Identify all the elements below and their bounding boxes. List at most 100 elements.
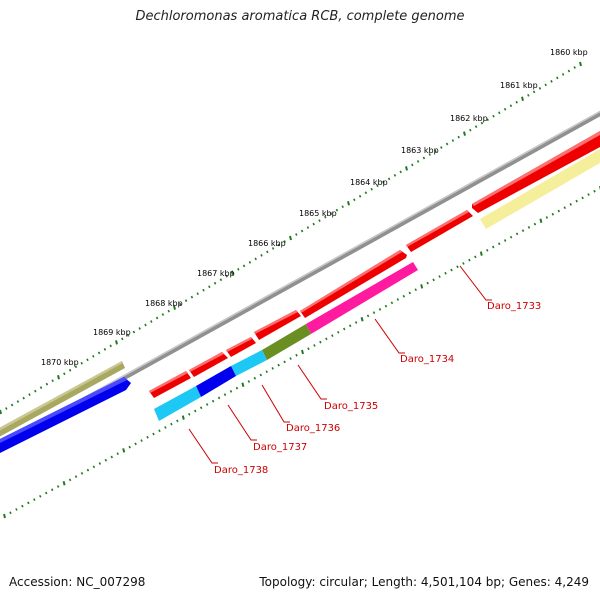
ruler-tick bbox=[301, 349, 304, 355]
ruler-tick bbox=[103, 348, 107, 351]
gene-label-daro-1738[interactable]: Daro_1738 bbox=[214, 465, 268, 476]
gene-label-daro-1735[interactable]: Daro_1735 bbox=[324, 401, 378, 412]
gene-label-daro-1734[interactable]: Daro_1734 bbox=[400, 354, 454, 365]
ruler-tick bbox=[39, 386, 43, 389]
ruler-label-1865: 1865 kbp bbox=[299, 209, 337, 218]
ruler-tick bbox=[34, 389, 37, 393]
ruler-tick bbox=[390, 301, 394, 305]
ruler-tick bbox=[21, 504, 24, 508]
ruler-tick bbox=[144, 323, 147, 327]
ruler-tick bbox=[521, 229, 525, 232]
ruler-tick bbox=[247, 380, 251, 383]
ruler-tick bbox=[307, 347, 310, 351]
ruler-tick bbox=[509, 104, 513, 108]
ruler-tick bbox=[416, 160, 420, 163]
ruler-tick bbox=[405, 166, 408, 171]
gene-daro-1736-bar bbox=[231, 350, 267, 376]
ruler-tick bbox=[132, 330, 136, 334]
ruler-tick bbox=[260, 254, 263, 257]
ruler-tick bbox=[567, 69, 571, 73]
ruler-tick bbox=[104, 458, 108, 462]
gene-label-daro-1737[interactable]: Daro_1737 bbox=[253, 442, 307, 453]
ruler-label-1861: 1861 kbp bbox=[500, 81, 538, 90]
ruler-tick bbox=[126, 334, 130, 337]
ruler-tick bbox=[116, 452, 119, 456]
ruler-tick bbox=[378, 308, 382, 311]
gene-arrow-red-3 bbox=[300, 250, 407, 318]
gene-daro-1737-bar bbox=[196, 366, 236, 397]
ruler-tick bbox=[155, 316, 159, 320]
ruler-tick bbox=[492, 245, 495, 249]
ruler-tick bbox=[271, 247, 275, 250]
ruler-tick bbox=[45, 382, 49, 386]
ruler-tick bbox=[480, 121, 484, 125]
ruler-tick bbox=[5, 407, 8, 410]
ruler-tick bbox=[235, 386, 239, 390]
ruler-tick bbox=[515, 100, 518, 104]
ruler-tick bbox=[121, 337, 124, 341]
ruler-tick bbox=[170, 422, 173, 426]
left-blue-bar-highlight bbox=[0, 377, 127, 444]
ruler-tick bbox=[259, 373, 262, 377]
ruler-tick bbox=[318, 219, 321, 222]
ruler-tick bbox=[550, 80, 553, 83]
ruler-tick bbox=[51, 379, 54, 383]
ruler-label-1866: 1866 kbp bbox=[248, 239, 286, 248]
ruler-tick bbox=[33, 498, 36, 501]
ruler-tick bbox=[158, 429, 161, 433]
ruler-tick bbox=[587, 193, 590, 196]
gene-daro-1738-bar bbox=[154, 386, 201, 421]
ruler-tick bbox=[563, 206, 566, 210]
ruler-tick bbox=[283, 240, 286, 243]
ruler-tick bbox=[337, 330, 340, 334]
ruler-tick bbox=[208, 285, 211, 289]
ruler-tick bbox=[532, 90, 536, 94]
ruler-tick bbox=[242, 264, 246, 268]
ruler-tick bbox=[109, 344, 112, 348]
gene-arrow-red-6-hl bbox=[189, 352, 224, 372]
ruler-tick bbox=[196, 292, 199, 296]
ruler-tick bbox=[16, 400, 20, 403]
ruler-tick bbox=[364, 191, 368, 195]
ruler-tick bbox=[74, 475, 78, 478]
ruler-tick bbox=[561, 73, 565, 76]
ruler-tick bbox=[219, 278, 223, 282]
ruler-tick bbox=[15, 508, 18, 511]
ruler-tick bbox=[202, 288, 205, 292]
gene-label-daro-1733[interactable]: Daro_1733 bbox=[487, 301, 541, 312]
ruler-tick bbox=[80, 361, 83, 365]
ruler-tick bbox=[176, 419, 179, 423]
ruler-tick bbox=[110, 455, 113, 459]
ruler-tick bbox=[266, 250, 269, 254]
gene-arrow-red-4 bbox=[254, 310, 301, 340]
ruler-tick bbox=[150, 320, 153, 323]
ruler-tick bbox=[474, 125, 478, 128]
ruler-tick bbox=[440, 146, 443, 149]
ruler-tick bbox=[92, 354, 95, 358]
ruler-tick bbox=[545, 216, 549, 219]
ruler-tick bbox=[28, 393, 31, 396]
ruler-tick bbox=[241, 382, 245, 388]
ruler-label-1863: 1863 kbp bbox=[401, 146, 439, 155]
ruler-tick bbox=[179, 302, 182, 306]
ruler-tick bbox=[372, 311, 376, 314]
ruler-tick bbox=[551, 212, 555, 216]
ruler-tick bbox=[223, 393, 227, 396]
ruler-tick bbox=[402, 294, 406, 298]
ruler-tick bbox=[360, 316, 364, 322]
ruler-tick bbox=[138, 327, 141, 330]
ruler-tick bbox=[539, 218, 543, 224]
ruler-tick bbox=[0, 409, 2, 415]
gene-label-daro-1736[interactable]: Daro_1736 bbox=[286, 423, 340, 434]
ruler-label-1870: 1870 kbp bbox=[41, 358, 79, 367]
ruler-tick bbox=[39, 494, 42, 498]
ruler-tick bbox=[509, 235, 513, 239]
ruler-labels: 1860 kbp 1861 kbp 1862 kbp 1863 kbp 1864… bbox=[41, 48, 588, 367]
ruler-tick bbox=[254, 257, 257, 261]
ruler-tick bbox=[325, 337, 328, 341]
ruler-tick bbox=[140, 439, 143, 442]
ruler-tick bbox=[45, 491, 48, 495]
gene-arrow-red-4-hl bbox=[254, 310, 298, 334]
gene-daro-1734-bar bbox=[306, 262, 418, 334]
